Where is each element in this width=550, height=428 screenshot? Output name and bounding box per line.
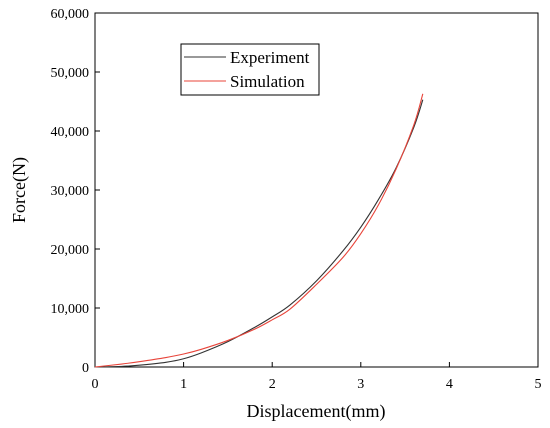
y-tick-label: 50,000 <box>51 66 90 81</box>
y-tick-label: 40,000 <box>51 125 90 140</box>
x-tick-label: 4 <box>446 377 453 392</box>
x-tick-label: 0 <box>92 377 99 392</box>
series-line-simulation <box>94 93 424 368</box>
legend: Experiment Simulation <box>180 43 320 96</box>
legend-label-simulation: Simulation <box>230 72 305 91</box>
y-tick-label: 60,000 <box>51 7 90 22</box>
legend-label-experiment: Experiment <box>230 48 310 67</box>
x-tick-label: 2 <box>269 377 276 392</box>
y-tick-label: 10,000 <box>51 302 90 317</box>
y-tick-label: 20,000 <box>51 243 90 258</box>
x-axis-label: Displacement(mm) <box>247 401 386 422</box>
y-tick-label: 0 <box>82 361 89 376</box>
legend-box <box>180 43 320 96</box>
series-line-experiment <box>94 99 424 368</box>
y-axis-ticks: 0 10,000 20,000 30,000 40,000 50,000 60,000 <box>51 7 100 376</box>
x-tick-label: 1 <box>180 377 187 392</box>
series-layer <box>94 93 424 368</box>
y-tick-label: 30,000 <box>51 184 90 199</box>
x-tick-label: 3 <box>357 377 364 392</box>
y-axis-label: Force(N) <box>9 157 30 223</box>
x-tick-label: 5 <box>535 377 542 392</box>
x-axis-ticks: 0 1 2 3 4 5 <box>92 362 542 392</box>
